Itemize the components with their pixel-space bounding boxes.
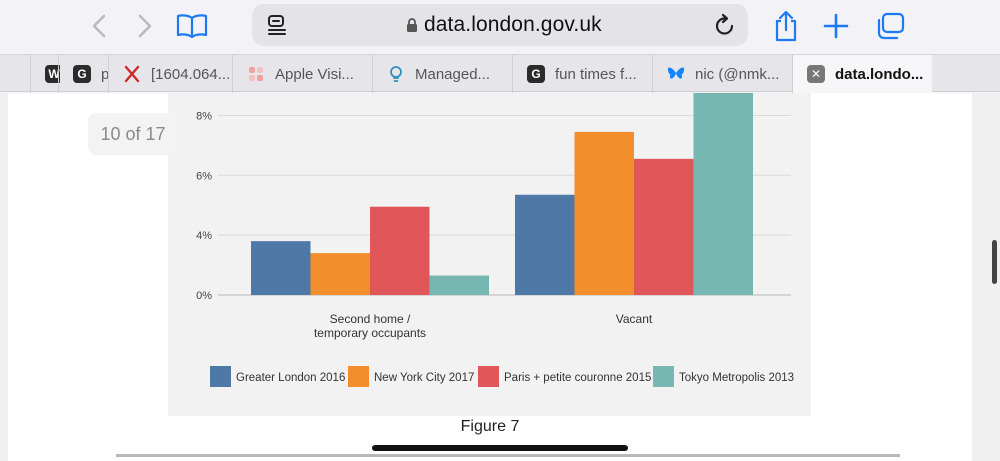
y-tick-label: 6% [196, 170, 212, 182]
tab-label: nic (@nmk... [695, 65, 780, 83]
apple-vision-icon [247, 65, 265, 83]
tab-item[interactable]: nic (@nmk... [652, 55, 792, 93]
y-tick-label: 0% [196, 290, 212, 302]
bar-greater-london-2016 [515, 194, 575, 295]
bar-paris-petite-couronne-2015 [634, 158, 694, 295]
page-viewport[interactable]: 0% 4% 6% 8% Second home / temporary occupants… [0, 93, 1000, 461]
tab-item[interactable]: G p [58, 55, 110, 93]
g-app-icon: G [527, 65, 545, 83]
legend-label: Greater London 2016 [236, 372, 345, 384]
tab-overview-icon[interactable] [872, 8, 908, 44]
y-tick-label: 8% [196, 110, 212, 122]
bar-new-york-city-2017 [310, 253, 370, 295]
home-indicator[interactable] [372, 445, 628, 451]
y-tick-label: 4% [196, 230, 212, 242]
tab-label: [1604.064... [151, 65, 231, 83]
reader-mode-icon[interactable] [266, 14, 288, 41]
url-text: data.london.gov.uk [424, 13, 602, 36]
figure-caption: Figure 7 [460, 418, 520, 435]
figure-panel: 0% 4% 6% 8% Second home / temporary occupants… [168, 93, 811, 416]
butterfly-icon [667, 65, 685, 83]
scrollbar-thumb[interactable] [992, 240, 997, 284]
tab-label: Managed... [415, 65, 491, 83]
browser-toolbar: data.london.gov.uk [0, 0, 1000, 54]
reload-icon[interactable] [714, 13, 736, 42]
lock-icon [406, 17, 418, 38]
wikipedia-icon: W [45, 65, 60, 83]
tab-label: data.londo... [835, 65, 924, 83]
address-bar[interactable]: data.london.gov.uk [252, 4, 748, 46]
tab-label: fun times f... [555, 65, 637, 83]
bar-paris-petite-couronne-2015 [370, 206, 430, 295]
arxiv-x-icon [123, 65, 141, 83]
tab-item-active[interactable]: ✕ data.londo... [792, 55, 932, 93]
back-chevron-icon[interactable] [82, 8, 118, 44]
tab-item[interactable]: G fun times f... [512, 55, 652, 93]
close-tab-icon[interactable]: ✕ [807, 65, 825, 83]
legend-label: New York City 2017 [374, 372, 474, 384]
tab-item[interactable]: Managed... [372, 55, 512, 93]
tab-item[interactable]: W [30, 55, 60, 93]
bar-greater-london-2016 [251, 241, 311, 295]
new-tab-plus-icon[interactable] [818, 8, 854, 44]
legend-label: Tokyo Metropolis 2013 [679, 372, 794, 384]
tab-label: Apple Visi... [275, 65, 354, 83]
bar-tokyo-metropolis-2013 [693, 93, 753, 295]
bookmarks-book-icon[interactable] [174, 8, 210, 44]
pdf-document-page: 0% 4% 6% 8% Second home / temporary occupants… [8, 93, 972, 461]
tab-item[interactable]: Apple Visi... [232, 55, 372, 93]
bar-tokyo-metropolis-2013 [429, 275, 489, 295]
page-counter-badge: 10 of 17 [88, 113, 178, 155]
g-app-icon: G [73, 65, 91, 83]
tab-strip: W G p [1604.064... Apple Visi... Managed… [0, 54, 1000, 93]
lightbulb-icon [387, 65, 405, 83]
x-category-label: temporary occupants [314, 326, 426, 340]
legend-swatch [478, 366, 499, 387]
bar-chart: 0% 4% 6% 8% Second home /temporary occupants… [196, 93, 794, 387]
share-icon[interactable] [768, 8, 804, 44]
legend-label: Paris + petite couronne 2015 [504, 372, 651, 384]
legend-swatch [653, 366, 674, 387]
bar-new-york-city-2017 [574, 131, 634, 295]
forward-chevron-icon[interactable] [126, 8, 162, 44]
page-bottom-divider [116, 454, 900, 457]
x-category-label: Vacant [616, 312, 653, 326]
legend-swatch [348, 366, 369, 387]
x-category-label: Second home / [330, 312, 411, 326]
tab-item[interactable]: [1604.064... [108, 55, 234, 93]
legend-swatch [210, 366, 231, 387]
tab-label: p [101, 65, 110, 83]
